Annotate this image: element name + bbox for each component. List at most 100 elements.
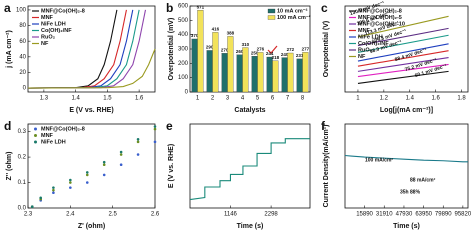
x-tick-label: 1146 [224,212,238,218]
annotation: 88 mA/cm² [410,177,436,183]
legend-swatch [267,8,276,14]
data-point [119,153,123,156]
data-line [357,43,449,62]
x-tick-label: 5 [256,96,260,102]
y-tick-label: 0.2 [18,155,27,161]
x-tick-label: 1.3 [40,96,49,102]
legend-swatch [34,127,37,131]
y-axis-label: E (V vs. RHE) [168,144,175,188]
data-line [357,50,449,67]
data-label: 240 [281,52,289,57]
x-axis-label: Catalysts [234,107,265,114]
legend-swatch [34,140,37,144]
data-label: 310 [242,42,250,47]
x-tick-label: 2.6 [151,212,160,218]
data-line [357,57,449,72]
bar [227,36,234,93]
legend-label: MNF [41,133,54,139]
bar [206,50,213,93]
x-tick-label: 1.2 [380,96,389,102]
x-tick-label: 2298 [264,212,278,218]
legend-label: MNF@Co(OH)₂-5 [358,15,402,21]
x-axis-label: Log[j(mA cm⁻²)] [380,107,433,114]
y-tick-label: 80 [19,23,26,29]
data-label: 290 [206,45,214,50]
data-point [102,173,106,177]
data-label: 277 [302,46,310,51]
x-tick-label: 31910 [376,212,393,218]
data-label: 416 [212,27,220,32]
x-tick-label: 1.4 [71,96,80,102]
y-tick-label: 0.3 [18,129,27,135]
x-tick-label: 6 [271,96,275,102]
check-mark [267,45,278,54]
data-point [136,153,140,156]
data-label: 260 [236,49,244,54]
legend-label: MNF [358,28,371,34]
plot-frame [344,123,469,209]
legend-label: NiFe LDH [358,34,383,40]
y-tick-label: 0 [23,86,27,92]
legend-label: NiFe LDH [41,139,66,145]
data-line [357,70,449,84]
data-point [39,196,42,200]
y-tick-label: 100 [178,75,189,81]
data-label: 270 [221,47,229,52]
panel-label: e [166,119,173,133]
data-point [30,205,34,209]
y-tick-label: 0 [185,90,189,96]
data-point [85,181,89,184]
bar [236,54,243,93]
data-line [27,48,156,89]
bar [257,52,264,93]
y-tick-label: 400 [178,32,189,38]
x-tick-label: 1.6 [135,96,144,102]
x-axis-label: Time (s) [237,223,264,230]
y-axis-label: Overpotential (V) [323,21,330,77]
legend-label: NiFe LDH [41,21,66,27]
legend-label: MNF@Co(OH)₂-8 [41,8,85,14]
legend-label: RuO₂ [358,47,373,53]
data-point [136,137,140,141]
panel-label: b [166,1,173,15]
bar [296,58,303,93]
y-tick-label: 100 [16,7,27,13]
y-tick-label: 40 [19,54,26,60]
legend-label: RuO₂ [41,34,56,40]
legend-label: NF [358,54,366,60]
data-point [102,163,106,167]
data-label: 244 [266,51,274,56]
data-point [69,186,72,189]
x-tick-label: 95820 [455,212,472,218]
y-axis-label: j (mA cm⁻²) [6,30,13,69]
data-label: 250 [251,50,259,55]
y-axis-label: Overpotential (mV) [168,18,175,81]
data-label: 370 [191,33,199,38]
data-point [69,178,72,182]
data-label: 218 [272,55,280,60]
x-axis-label: E (V vs. RHE) [69,107,113,114]
data-point [153,127,157,131]
data-point [85,173,89,177]
bar [281,57,288,93]
x-tick-label: 15890 [356,212,373,218]
data-line [344,154,468,163]
data-point [136,140,140,144]
data-point [153,125,157,128]
legend-swatch [34,134,37,137]
data-point [119,150,123,154]
y-axis-label: Current Density(mA/cm²) [323,125,330,208]
panel-label: f [321,119,326,133]
x-tick-label: 2.5 [108,212,117,218]
annotation: 100 mA/cm² [365,157,393,163]
x-tick-label: 1.5 [103,96,112,102]
y-tick-label: 200 [178,61,189,67]
bar [191,38,198,93]
panel-label: a [4,1,11,15]
plot-frame [27,123,156,209]
data-label: 276 [257,47,265,52]
bar [197,10,204,93]
y-tick-label: 0.1 [18,180,27,186]
y-tick-label: 600 [178,4,189,10]
legend-label: MNF@Co(OH)₂-10 [358,21,405,27]
